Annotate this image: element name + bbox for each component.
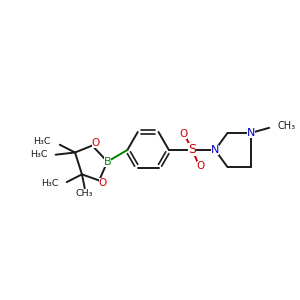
Text: CH₃: CH₃ <box>76 189 94 198</box>
Text: H₃C: H₃C <box>30 150 48 159</box>
Text: B: B <box>103 157 111 166</box>
Text: O: O <box>92 138 100 148</box>
Text: CH₃: CH₃ <box>278 121 296 130</box>
Text: O: O <box>99 178 107 188</box>
Text: O: O <box>179 129 187 139</box>
Text: S: S <box>188 143 196 157</box>
Text: O: O <box>196 161 205 171</box>
Text: N: N <box>247 128 255 138</box>
Text: H₃C: H₃C <box>41 179 59 188</box>
Text: H₃C: H₃C <box>34 137 51 146</box>
Text: N: N <box>211 145 219 155</box>
